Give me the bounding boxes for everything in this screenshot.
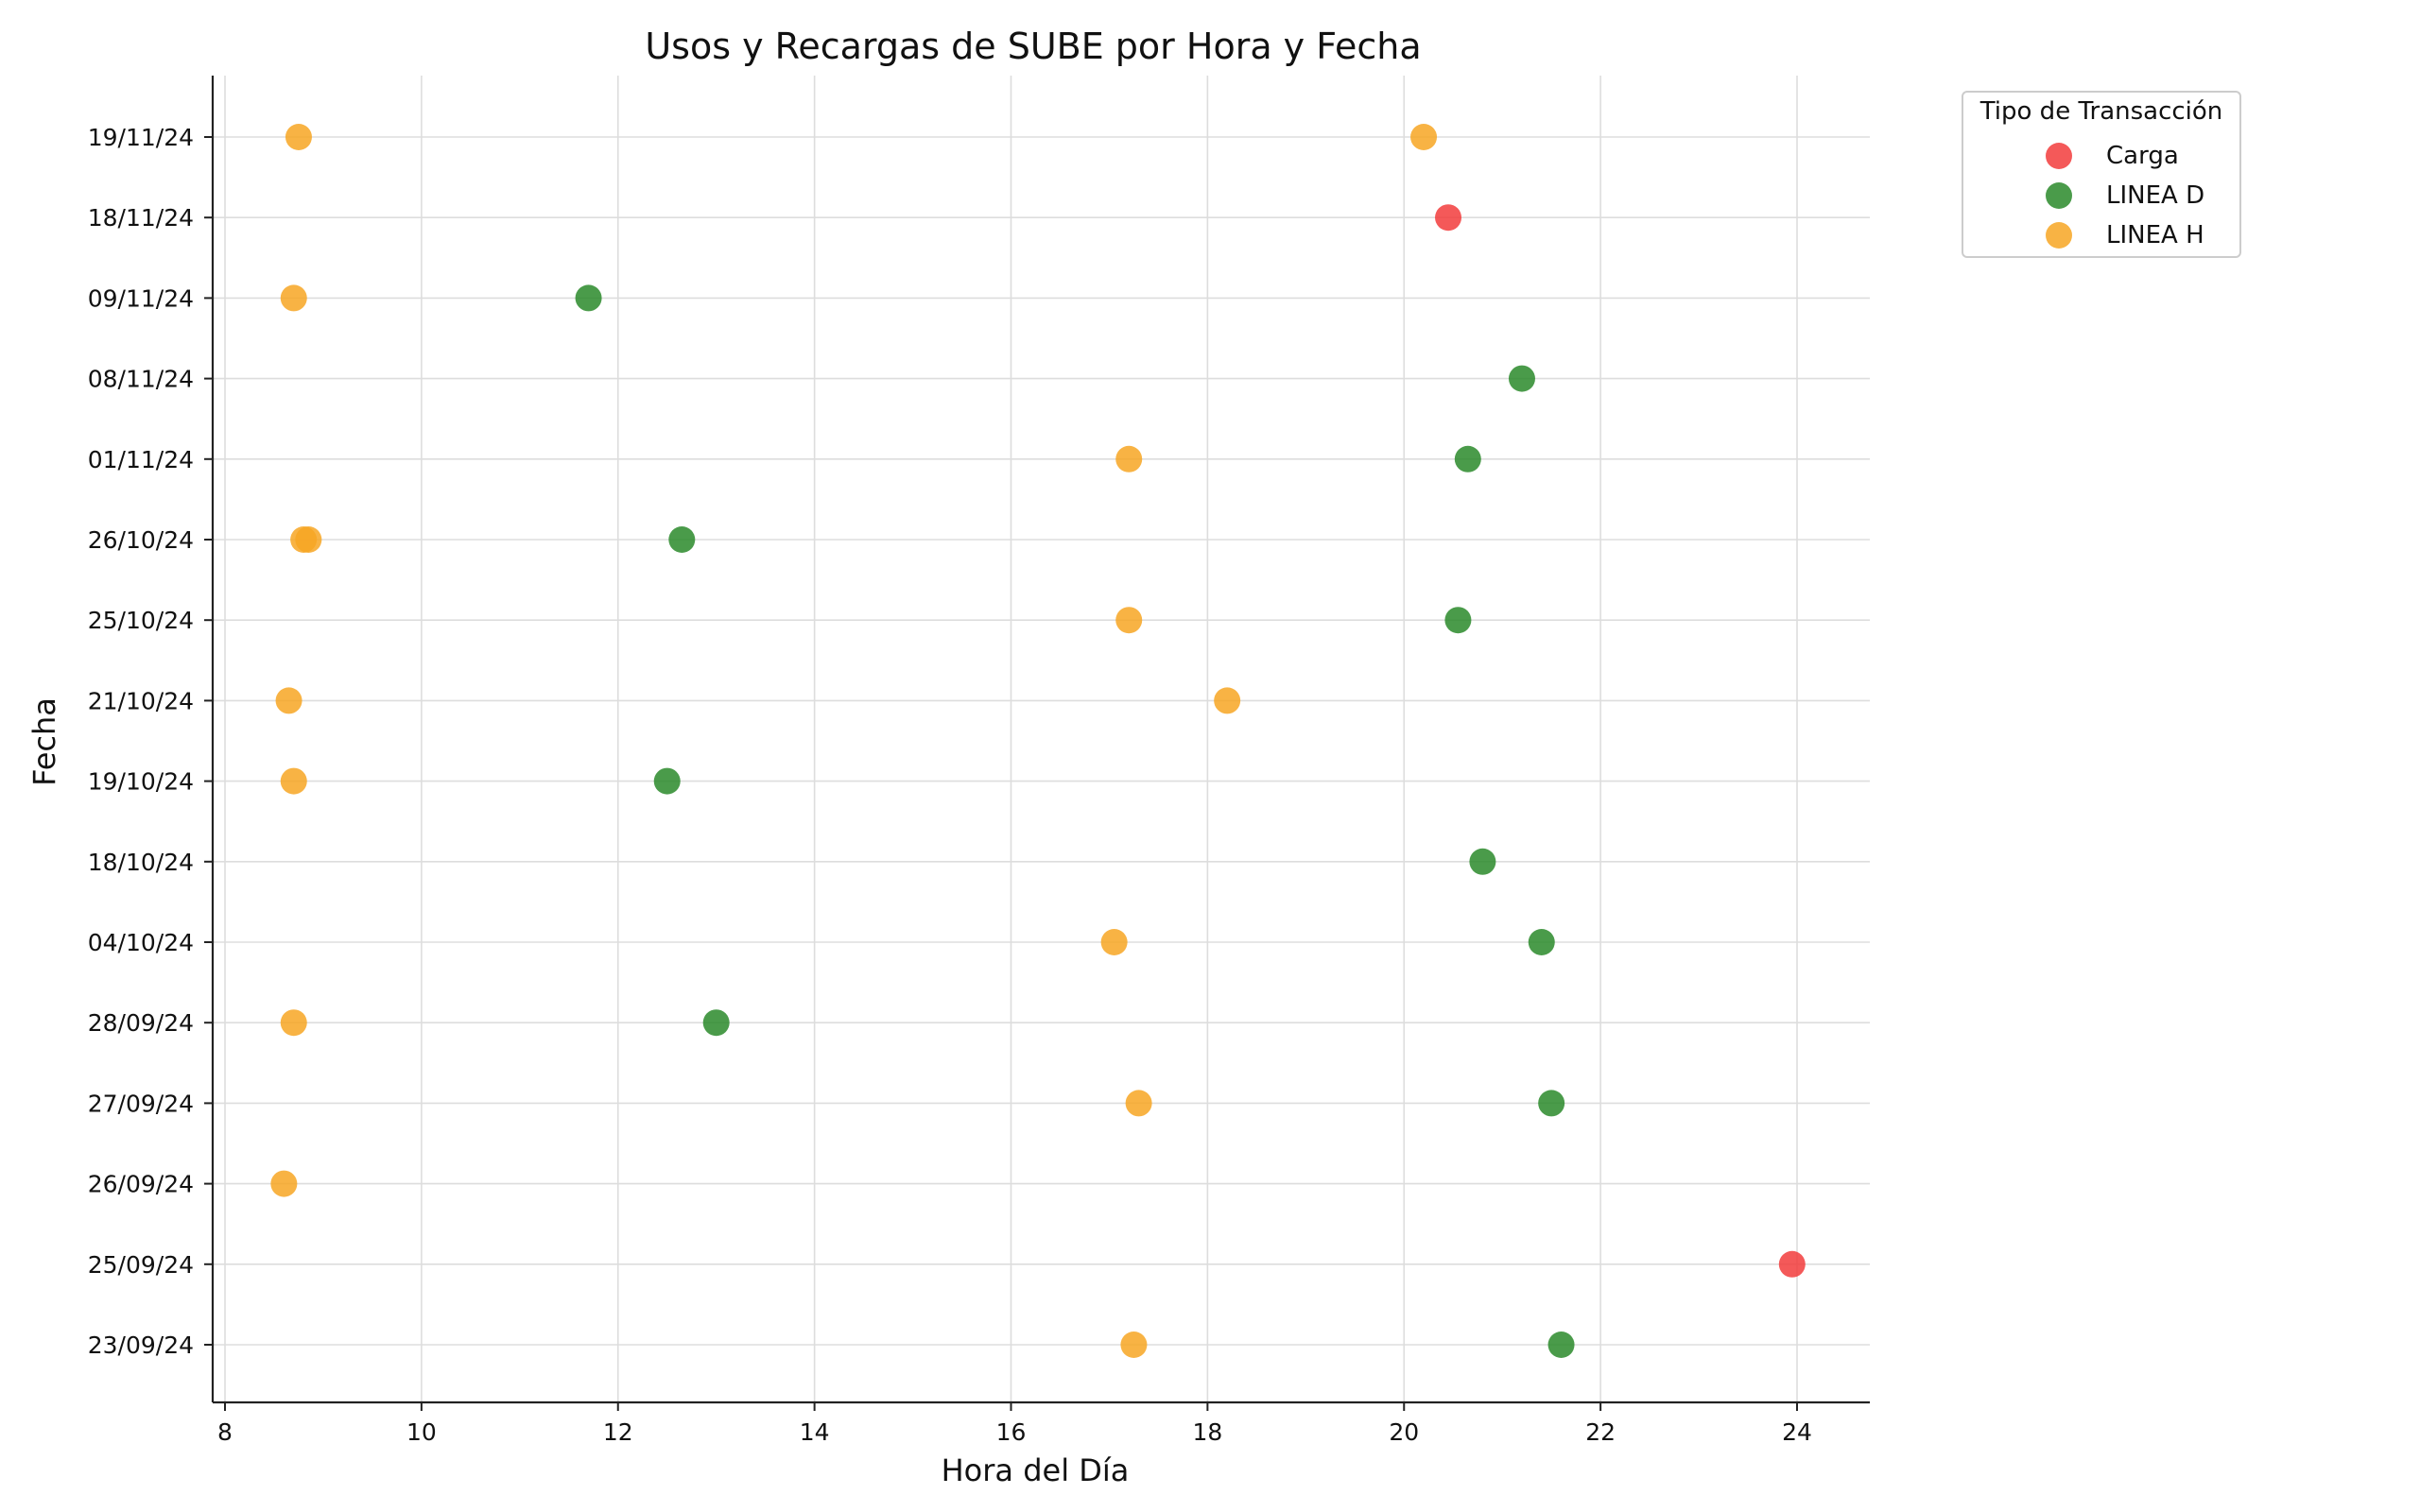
data-point bbox=[275, 687, 302, 714]
y-tick-label: 21/10/24 bbox=[88, 687, 194, 714]
data-points bbox=[270, 124, 1806, 1358]
y-tick-label: 25/10/24 bbox=[88, 607, 194, 634]
legend-entry-label: LINEA H bbox=[2106, 221, 2204, 249]
y-tick-label: 09/11/24 bbox=[88, 284, 194, 312]
data-point bbox=[280, 1009, 307, 1037]
data-point bbox=[575, 284, 602, 312]
legend-marker bbox=[2046, 143, 2072, 169]
x-tick-label: 8 bbox=[217, 1418, 233, 1446]
data-point bbox=[1435, 204, 1462, 232]
y-tick-label: 26/09/24 bbox=[88, 1171, 194, 1198]
data-point bbox=[1469, 848, 1496, 875]
chart-title: Usos y Recargas de SUBE por Hora y Fecha bbox=[645, 26, 1421, 67]
y-axis-label: Fecha bbox=[26, 697, 62, 786]
data-point bbox=[1125, 1090, 1152, 1117]
legend-entry-label: LINEA D bbox=[2106, 181, 2204, 210]
y-tick-label: 23/09/24 bbox=[88, 1332, 194, 1359]
data-point bbox=[1115, 607, 1143, 634]
data-point bbox=[668, 526, 696, 553]
data-point bbox=[285, 124, 312, 150]
data-point bbox=[1508, 365, 1535, 392]
data-point bbox=[653, 767, 681, 795]
x-tick-label: 14 bbox=[800, 1418, 830, 1446]
y-tick-label: 19/11/24 bbox=[88, 124, 194, 151]
x-tick-label: 18 bbox=[1192, 1418, 1222, 1446]
legend-marker bbox=[2046, 182, 2072, 209]
data-point bbox=[1410, 124, 1438, 150]
data-point bbox=[1538, 1090, 1565, 1117]
data-point bbox=[1528, 929, 1555, 955]
data-point bbox=[280, 284, 307, 312]
x-tick-label: 20 bbox=[1389, 1418, 1419, 1446]
data-point bbox=[1100, 929, 1128, 955]
y-tick-label: 28/09/24 bbox=[88, 1009, 194, 1037]
y-tick-label: 08/11/24 bbox=[88, 366, 194, 393]
x-tick-label: 22 bbox=[1585, 1418, 1616, 1446]
y-ticks: 23/09/24 25/09/24 26/09/24 27/09/24 28/09/24… bbox=[88, 124, 213, 1359]
x-tick-label: 16 bbox=[996, 1418, 1027, 1446]
grid bbox=[213, 76, 1870, 1402]
legend-frame bbox=[1962, 91, 2241, 258]
legend-entry-label: Carga bbox=[2106, 142, 2179, 170]
data-point bbox=[1214, 687, 1241, 714]
data-point bbox=[295, 526, 322, 553]
data-point bbox=[1444, 607, 1472, 634]
y-tick-label: 26/10/24 bbox=[88, 526, 194, 554]
y-tick-label: 18/11/24 bbox=[88, 204, 194, 232]
legend: Tipo de Transacción Carga LINEA D LINEA H bbox=[1962, 91, 2241, 258]
axes bbox=[211, 76, 1870, 1404]
x-tick-label: 10 bbox=[406, 1418, 437, 1446]
data-point bbox=[1115, 445, 1143, 472]
y-tick-label: 04/10/24 bbox=[88, 929, 194, 956]
data-point bbox=[1454, 445, 1481, 472]
legend-title: Tipo de Transacción bbox=[1979, 97, 2223, 126]
y-tick-label: 25/09/24 bbox=[88, 1251, 194, 1279]
x-tick-label: 12 bbox=[603, 1418, 633, 1446]
y-tick-label: 27/09/24 bbox=[88, 1090, 194, 1117]
y-tick-label: 19/10/24 bbox=[88, 768, 194, 796]
legend-marker bbox=[2046, 222, 2072, 249]
x-tick-label: 24 bbox=[1782, 1418, 1812, 1446]
data-point bbox=[1547, 1332, 1575, 1358]
data-point bbox=[280, 767, 307, 795]
data-point bbox=[1120, 1332, 1148, 1358]
x-ticks: 8 10 12 14 16 18 20 22 24 bbox=[217, 1402, 1812, 1446]
data-point bbox=[1778, 1250, 1806, 1278]
y-tick-label: 01/11/24 bbox=[88, 446, 194, 473]
y-tick-label: 18/10/24 bbox=[88, 849, 194, 876]
data-point bbox=[702, 1009, 730, 1037]
data-point bbox=[270, 1170, 298, 1197]
x-axis-label: Hora del Día bbox=[942, 1452, 1130, 1488]
